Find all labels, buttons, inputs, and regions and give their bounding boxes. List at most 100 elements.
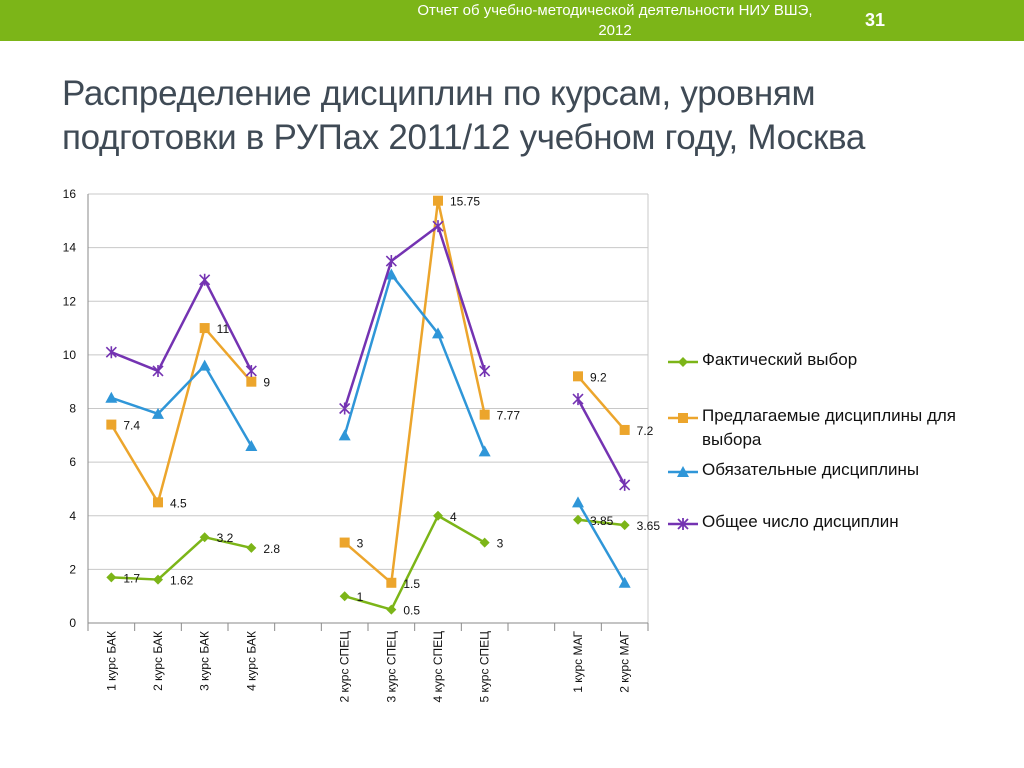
legend-label: Предлагаемые дисциплины для выбора — [702, 406, 957, 449]
marker-square — [386, 577, 397, 588]
data-label: 4.5 — [170, 496, 187, 510]
data-label: 2.8 — [263, 542, 280, 556]
slide-title: Распределение дисциплин по курсам, уровн… — [62, 74, 866, 157]
marker-square — [106, 419, 117, 430]
marker-diamond — [339, 591, 350, 602]
marker-diamond — [433, 510, 443, 521]
marker-triangle — [572, 496, 584, 508]
x-tick-label: 3 курс СПЕЦ — [384, 631, 398, 703]
y-tick-label: 2 — [69, 562, 76, 576]
series-line — [110, 326, 253, 504]
series-line — [343, 224, 486, 409]
data-label: 9 — [263, 376, 270, 390]
series-line — [576, 501, 626, 584]
marker-diamond — [153, 574, 163, 585]
legend-item-actual: Фактический выбор — [668, 348, 998, 398]
marker-diamond — [199, 532, 210, 543]
data-label: 7.4 — [123, 419, 140, 433]
marker-square — [153, 497, 163, 508]
y-tick-label: 12 — [63, 294, 77, 308]
y-tick-label: 6 — [69, 455, 76, 469]
marker-star — [339, 402, 351, 415]
legend-swatch-square-icon — [668, 413, 698, 423]
legend-swatch-star-icon — [668, 518, 698, 530]
x-tick-label: 4 курс СПЕЦ — [431, 631, 445, 703]
data-label: 11 — [217, 322, 230, 336]
marker-triangle — [245, 440, 258, 452]
marker-triangle — [198, 359, 211, 371]
y-tick-label: 0 — [69, 616, 76, 630]
marker-star — [432, 220, 444, 233]
series-line — [110, 364, 253, 447]
series-line — [111, 535, 252, 581]
legend-swatch-diamond-icon — [668, 357, 698, 367]
marker-star — [152, 364, 164, 377]
marker-star — [105, 346, 117, 359]
marker-diamond — [573, 514, 583, 525]
marker-square — [199, 323, 210, 334]
marker-square — [573, 371, 583, 382]
y-tick-label: 16 — [63, 187, 77, 201]
series-line — [343, 273, 486, 452]
legend-label: Фактический выбор — [702, 350, 858, 369]
data-label: 3 — [357, 537, 364, 551]
marker-star — [479, 364, 491, 377]
page-number: 31 — [864, 10, 886, 30]
data-label: 7.77 — [497, 409, 521, 423]
x-tick-label: 1 курс МАГ — [571, 631, 585, 693]
marker-square — [479, 409, 490, 420]
data-label: 3.65 — [637, 519, 661, 533]
y-tick-label: 4 — [69, 509, 76, 523]
legend-swatch-triangle-icon — [668, 466, 698, 477]
data-label: 3.2 — [217, 531, 234, 545]
marker-triangle — [338, 429, 351, 441]
marker-triangle — [152, 407, 164, 419]
marker-square — [433, 195, 443, 206]
marker-square — [339, 537, 350, 548]
series-line — [576, 398, 626, 486]
series-line — [344, 514, 486, 611]
marker-diamond — [246, 542, 257, 553]
x-tick-label: 3 курс БАК — [198, 631, 212, 691]
marker-diamond — [386, 604, 397, 615]
data-label: 1.7 — [123, 571, 140, 585]
data-label: 7.2 — [637, 424, 654, 438]
series-line — [577, 375, 626, 431]
data-label: 0.5 — [403, 604, 420, 618]
marker-diamond — [619, 520, 630, 531]
marker-diamond — [479, 537, 490, 548]
y-tick-label: 10 — [63, 348, 77, 362]
x-tick-label: 2 курс БАК — [151, 631, 165, 691]
series-line — [343, 199, 486, 585]
marker-star — [572, 393, 584, 406]
marker-triangle — [618, 576, 631, 588]
data-label: 9.2 — [590, 370, 607, 384]
data-label: 1.5 — [403, 577, 420, 591]
data-label: 3 — [497, 537, 504, 551]
x-tick-label: 2 курс СПЕЦ — [338, 631, 352, 703]
marker-triangle — [385, 268, 398, 280]
series-line — [577, 518, 625, 527]
legend-item-total: Общее число дисциплин — [668, 510, 998, 560]
legend-label: Общее число дисциплин — [702, 512, 899, 531]
report-title: Отчет об учебно-методической деятельност… — [417, 2, 813, 39]
legend-item-offered: Предлагаемые дисциплины для выбора — [668, 404, 998, 454]
data-label: 1.62 — [170, 574, 194, 588]
x-tick-label: 4 курс БАК — [244, 631, 258, 691]
data-label: 4 — [450, 510, 457, 524]
marker-star — [385, 255, 397, 268]
marker-star — [619, 478, 631, 491]
legend-label: Обязательные дисциплины — [702, 460, 920, 479]
data-label: 3.85 — [590, 514, 614, 528]
marker-star — [199, 273, 211, 286]
y-tick-label: 8 — [69, 402, 76, 416]
legend-item-mandatory: Обязательные дисциплины — [668, 458, 998, 508]
header-bar: Отчет об учебно-методической деятельност… — [0, 0, 1024, 41]
marker-triangle — [432, 327, 444, 339]
x-tick-label: 2 курс МАГ — [618, 631, 632, 693]
marker-triangle — [478, 445, 491, 457]
marker-triangle — [105, 391, 118, 403]
y-tick-label: 14 — [63, 241, 77, 255]
marker-diamond — [106, 572, 117, 583]
